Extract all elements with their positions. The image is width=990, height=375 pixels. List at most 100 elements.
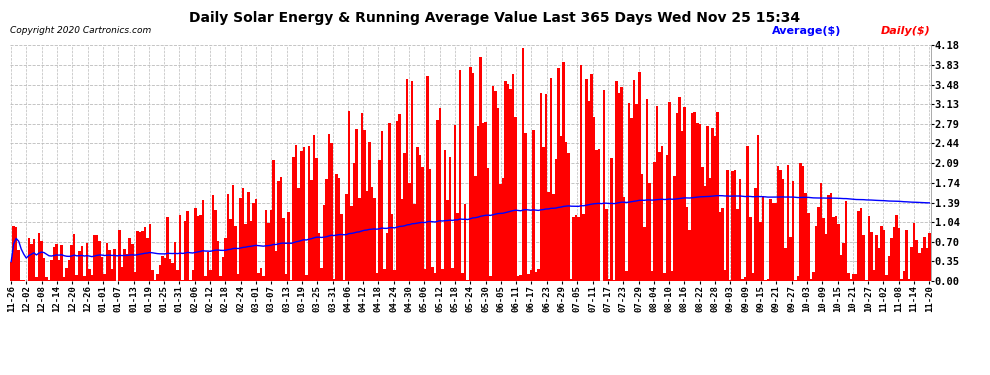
- Bar: [148, 224, 151, 281]
- Bar: [916, 240, 918, 281]
- Bar: [538, 269, 540, 281]
- Bar: [176, 270, 179, 281]
- Bar: [453, 125, 456, 281]
- Bar: [43, 258, 46, 281]
- Bar: [158, 265, 161, 281]
- Bar: [575, 216, 577, 281]
- Bar: [290, 280, 292, 281]
- Bar: [590, 74, 593, 281]
- Bar: [764, 280, 766, 281]
- Bar: [696, 123, 699, 281]
- Bar: [628, 103, 631, 281]
- Bar: [461, 273, 464, 281]
- Bar: [174, 242, 176, 281]
- Bar: [68, 260, 70, 281]
- Bar: [222, 257, 225, 281]
- Bar: [921, 248, 923, 281]
- Bar: [605, 209, 608, 281]
- Text: Daily($): Daily($): [881, 26, 931, 36]
- Bar: [52, 247, 55, 281]
- Bar: [10, 262, 13, 281]
- Bar: [363, 130, 365, 281]
- Bar: [106, 243, 108, 281]
- Bar: [877, 249, 880, 281]
- Bar: [756, 135, 759, 281]
- Bar: [459, 70, 461, 281]
- Bar: [471, 73, 474, 281]
- Bar: [134, 272, 136, 281]
- Bar: [204, 276, 207, 281]
- Bar: [446, 200, 448, 281]
- Bar: [259, 268, 262, 281]
- Bar: [769, 199, 771, 281]
- Bar: [481, 123, 484, 281]
- Bar: [928, 234, 931, 281]
- Bar: [313, 135, 315, 281]
- Bar: [411, 81, 414, 281]
- Bar: [774, 203, 777, 281]
- Bar: [623, 197, 626, 281]
- Bar: [810, 279, 812, 281]
- Bar: [305, 275, 308, 281]
- Bar: [129, 238, 131, 281]
- Bar: [398, 114, 401, 281]
- Bar: [365, 191, 368, 281]
- Bar: [101, 257, 103, 281]
- Bar: [456, 213, 459, 281]
- Bar: [593, 117, 595, 281]
- Bar: [227, 194, 230, 281]
- Bar: [787, 165, 789, 281]
- Bar: [833, 217, 835, 281]
- Bar: [23, 280, 25, 281]
- Bar: [515, 117, 517, 281]
- Bar: [805, 193, 807, 281]
- Bar: [437, 120, 439, 281]
- Bar: [153, 280, 156, 281]
- Bar: [794, 280, 797, 281]
- Bar: [315, 158, 318, 281]
- Bar: [900, 279, 903, 281]
- Bar: [489, 276, 492, 281]
- Bar: [267, 223, 269, 281]
- Bar: [852, 274, 855, 281]
- Bar: [131, 243, 134, 281]
- Bar: [119, 230, 121, 281]
- Bar: [272, 159, 275, 281]
- Bar: [429, 169, 432, 281]
- Bar: [55, 244, 57, 281]
- Bar: [186, 211, 189, 281]
- Bar: [257, 273, 259, 281]
- Bar: [865, 280, 867, 281]
- Bar: [587, 101, 590, 281]
- Bar: [48, 280, 50, 281]
- Bar: [898, 228, 900, 281]
- Bar: [759, 222, 761, 281]
- Bar: [582, 214, 585, 281]
- Bar: [448, 157, 451, 281]
- Bar: [923, 237, 926, 281]
- Bar: [711, 128, 714, 281]
- Bar: [732, 171, 734, 281]
- Bar: [497, 108, 499, 281]
- Bar: [421, 167, 424, 281]
- Bar: [237, 274, 240, 281]
- Bar: [33, 239, 35, 281]
- Bar: [812, 272, 815, 281]
- Bar: [683, 107, 686, 281]
- Bar: [414, 204, 416, 281]
- Bar: [41, 241, 43, 281]
- Bar: [245, 224, 248, 281]
- Bar: [199, 215, 202, 281]
- Bar: [18, 250, 20, 281]
- Bar: [439, 108, 442, 281]
- Bar: [766, 279, 769, 281]
- Bar: [893, 227, 895, 281]
- Bar: [686, 207, 688, 281]
- Text: Average($): Average($): [772, 26, 842, 36]
- Bar: [75, 275, 78, 281]
- Bar: [341, 214, 343, 281]
- Bar: [73, 234, 75, 281]
- Bar: [650, 271, 653, 281]
- Bar: [378, 160, 381, 281]
- Bar: [779, 170, 782, 281]
